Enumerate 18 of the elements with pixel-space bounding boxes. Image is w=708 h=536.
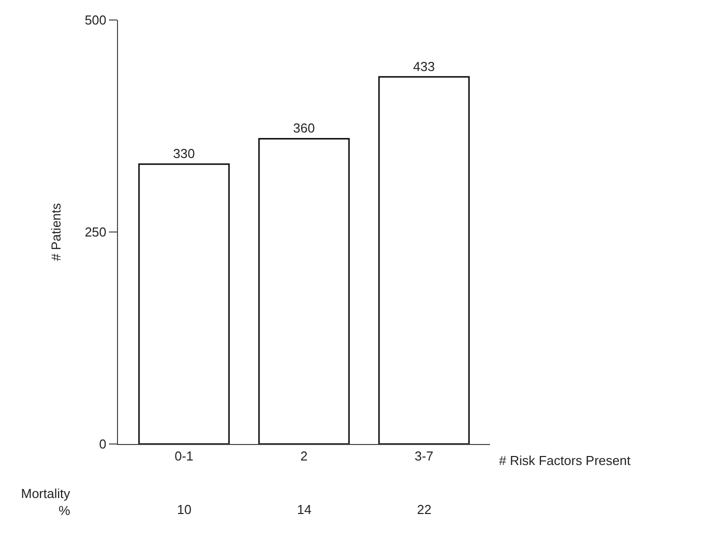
text: 22	[417, 502, 432, 517]
x-tick-label: 0-1	[174, 448, 194, 464]
y-tick-label: 250	[84, 224, 106, 240]
x-tick-label: 2	[300, 448, 308, 464]
bar	[258, 138, 350, 444]
bar	[138, 163, 230, 444]
data-label: 433	[413, 58, 435, 74]
text: Mortality %	[21, 486, 71, 518]
data-label: 330	[173, 146, 195, 162]
y-tick-label: 500	[84, 12, 106, 28]
x-tick-label: 3-7	[414, 448, 434, 464]
y-axis-title: # Patients	[48, 202, 64, 261]
x-axis-title: # Risk Factors Present	[499, 453, 631, 468]
data-label: 360	[293, 120, 315, 136]
text: 14	[297, 502, 312, 517]
y-tick-label: 0	[99, 436, 106, 452]
text: 10	[177, 502, 192, 517]
bar	[378, 76, 470, 444]
